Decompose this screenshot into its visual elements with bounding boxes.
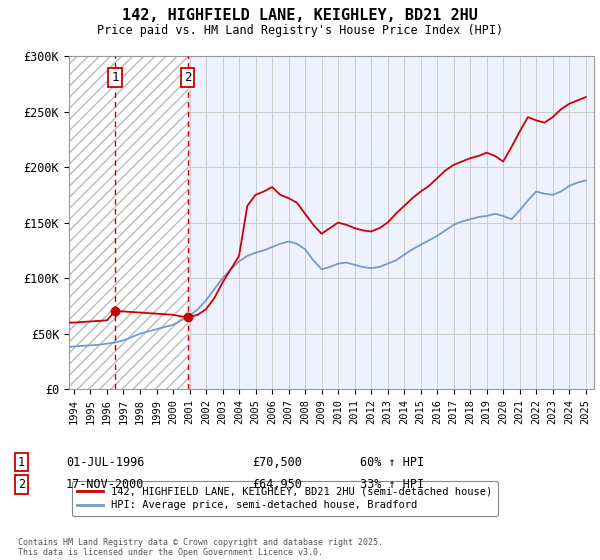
Legend: 142, HIGHFIELD LANE, KEIGHLEY, BD21 2HU (semi-detached house), HPI: Average pric: 142, HIGHFIELD LANE, KEIGHLEY, BD21 2HU … (71, 481, 497, 516)
Text: 17-NOV-2000: 17-NOV-2000 (66, 478, 145, 491)
Text: £64,950: £64,950 (252, 478, 302, 491)
Text: 60% ↑ HPI: 60% ↑ HPI (360, 455, 424, 469)
Text: Contains HM Land Registry data © Crown copyright and database right 2025.
This d: Contains HM Land Registry data © Crown c… (18, 538, 383, 557)
Text: Price paid vs. HM Land Registry's House Price Index (HPI): Price paid vs. HM Land Registry's House … (97, 24, 503, 36)
Text: 142, HIGHFIELD LANE, KEIGHLEY, BD21 2HU: 142, HIGHFIELD LANE, KEIGHLEY, BD21 2HU (122, 8, 478, 24)
Text: 1: 1 (112, 71, 119, 84)
Bar (69, 56, 115, 389)
Text: 2: 2 (18, 478, 25, 491)
Text: 01-JUL-1996: 01-JUL-1996 (66, 455, 145, 469)
Text: £70,500: £70,500 (252, 455, 302, 469)
Text: 1: 1 (18, 455, 25, 469)
Text: 2: 2 (184, 71, 191, 84)
Bar (115, 56, 188, 389)
Text: 33% ↑ HPI: 33% ↑ HPI (360, 478, 424, 491)
